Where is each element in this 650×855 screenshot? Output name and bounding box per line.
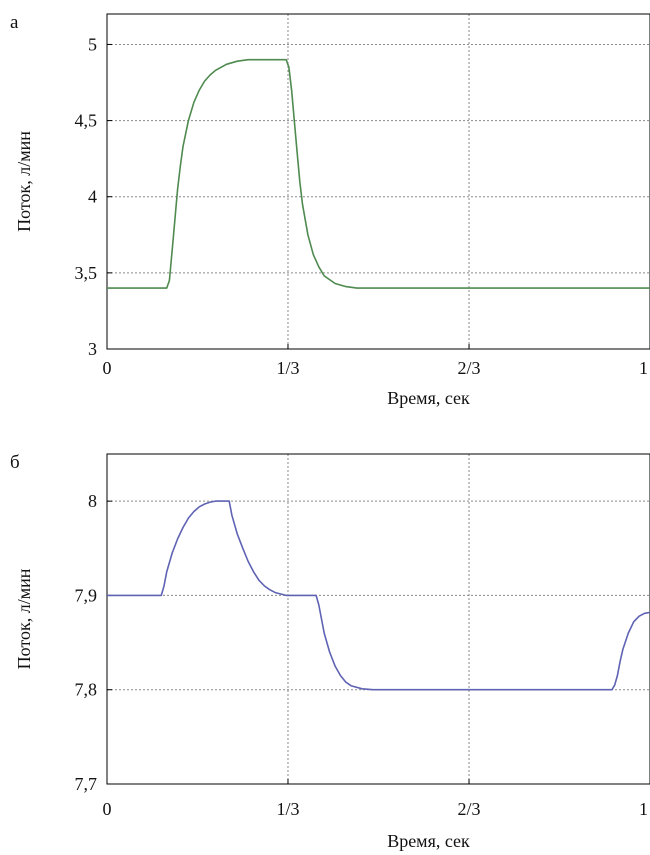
y-tick-label: 7,7 bbox=[75, 774, 98, 794]
x-tick-label: 1/3 bbox=[276, 799, 299, 819]
x-tick-label: 2/3 bbox=[458, 358, 481, 378]
y-tick-label: 3 bbox=[88, 339, 97, 359]
series-line bbox=[107, 58, 650, 289]
panel-label: б bbox=[10, 452, 20, 473]
plot-frame bbox=[106, 13, 650, 350]
y-axis-label: Поток, л/мин bbox=[14, 568, 34, 669]
x-tick-label: 1/3 bbox=[276, 358, 299, 378]
x-tick-label: 1 bbox=[639, 799, 648, 819]
y-tick-label: 5 bbox=[88, 34, 97, 54]
plot-frame bbox=[106, 453, 650, 785]
x-axis-label: Время, сек bbox=[387, 831, 470, 851]
x-tick-label: 1 bbox=[639, 358, 648, 378]
chart-panel-0: а 3 3,5 4 4,5 5 0 1/3 2/3 1 Время, сек Поток, л/мин bbox=[10, 12, 650, 408]
y-tick-label: 7,8 bbox=[75, 680, 98, 700]
x-tick-label: 0 bbox=[103, 799, 112, 819]
y-axis-label: Поток, л/мин bbox=[14, 131, 34, 232]
y-tick-label: 3,5 bbox=[75, 263, 98, 283]
y-tick-label: 7,9 bbox=[75, 585, 98, 605]
y-tick-label: 4 bbox=[88, 187, 97, 207]
y-tick-label: 4,5 bbox=[75, 111, 98, 131]
chart-panel-1: б 7,7 7,8 7,9 8 0 1/3 2/3 1 Время, сек Поток, л/ми… bbox=[10, 452, 650, 851]
x-tick-label: 0 bbox=[103, 358, 112, 378]
x-axis-label: Время, сек bbox=[387, 388, 470, 408]
series-line bbox=[107, 500, 650, 691]
panel-label: а bbox=[10, 12, 19, 33]
y-tick-label: 8 bbox=[88, 491, 97, 511]
x-tick-label: 2/3 bbox=[458, 799, 481, 819]
